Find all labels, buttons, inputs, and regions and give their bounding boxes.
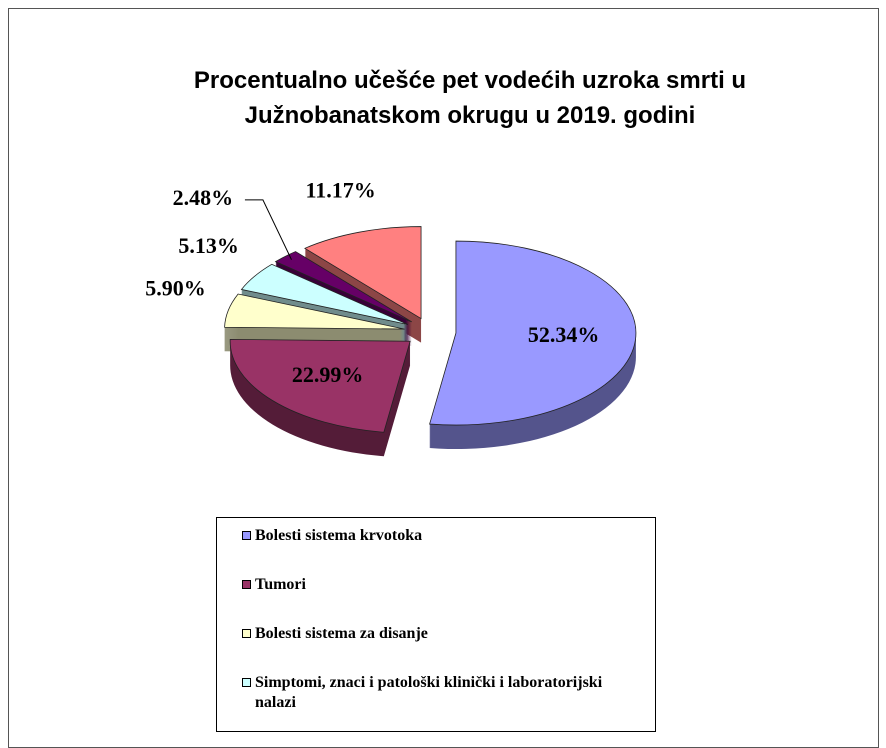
data-label: 52.34% <box>528 322 600 347</box>
legend-swatch <box>242 580 251 589</box>
legend-entry: Tumori <box>242 575 645 595</box>
data-label: 5.90% <box>145 276 206 301</box>
page: {"chart_data": {"type": "pie", "title": … <box>8 8 879 748</box>
chart: Procentualno učešće pet vodećih uzroka s… <box>145 67 746 457</box>
legend-entry: Simptomi, znaci i patološki klinički i l… <box>242 673 645 713</box>
chart-title: Južnobanatskom okrugu u 2019. godini <box>245 102 696 129</box>
legend-label: Tumori <box>255 576 306 593</box>
legend-label: Bolesti sistema krvotoka <box>255 527 423 544</box>
legend-swatch <box>242 678 251 687</box>
legend-label: Bolesti sistema za disanje <box>255 625 428 642</box>
legend-entry: Bolesti sistema za disanje <box>242 624 645 644</box>
slice <box>429 240 637 426</box>
slice <box>229 338 411 457</box>
legend: Bolesti sistema krvotoka Tumori Bolesti si… <box>216 517 656 732</box>
slice <box>224 293 405 354</box>
chart-title: Procentualno učešće pet vodećih uzroka s… <box>194 67 746 94</box>
legend-swatch <box>242 629 251 638</box>
legend-label: Simptomi, znaci i patološki klinički i l… <box>255 674 603 711</box>
legend-swatch <box>242 531 251 540</box>
slice <box>229 338 411 433</box>
data-label: 22.99% <box>292 362 364 387</box>
slice <box>274 251 412 323</box>
slice <box>224 293 405 330</box>
slice <box>429 240 637 450</box>
data-label: 2.48% <box>173 185 234 210</box>
data-label: 11.17% <box>305 177 375 202</box>
legend-entry: Bolesti sistema krvotoka <box>242 526 645 546</box>
leader-line <box>244 199 292 260</box>
slice <box>303 226 422 320</box>
slice <box>240 263 409 325</box>
data-label: 5.13% <box>178 233 239 258</box>
